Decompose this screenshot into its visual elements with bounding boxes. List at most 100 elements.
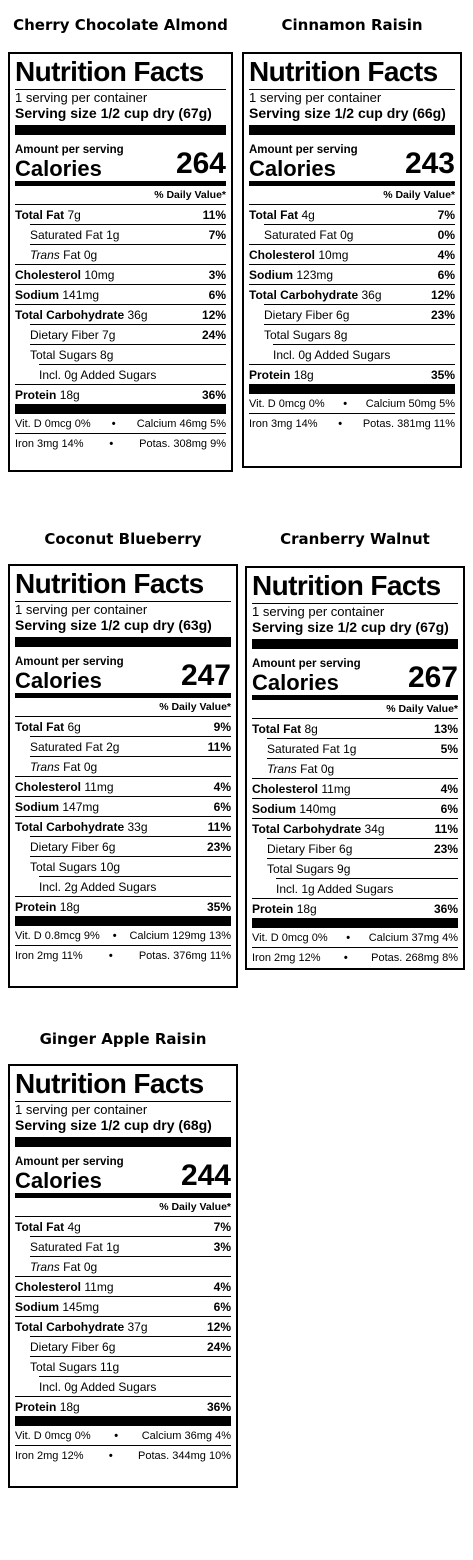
medium-divider [15, 1193, 231, 1198]
product-name: Cherry Chocolate Almond [13, 16, 228, 34]
thick-divider [15, 1137, 231, 1147]
iron: Iron 2mg 12% [252, 951, 321, 964]
added-sugars-row: Incl. 0g Added Sugars [39, 1376, 231, 1396]
nutrient-amount: 34g [364, 821, 385, 836]
nutrient-amount: 18g [59, 1399, 80, 1414]
nutrient-name: Total Fat [252, 721, 302, 736]
nutrient-dv: 36% [433, 901, 458, 916]
nutrient-dv: 3% [213, 1239, 231, 1254]
nutrient-dv: 35% [430, 367, 455, 382]
added-sugars-text: Incl. 1g Added Sugars [276, 881, 394, 896]
protein-row: Protein 18g 36% [15, 384, 226, 404]
nutrient-dv: 4% [437, 247, 455, 262]
medium-divider [249, 181, 455, 186]
nutrient-dv: 7% [208, 227, 226, 242]
serving-size: Serving size 1/2 cup dry (66g) [249, 105, 455, 122]
nutrient-amount: 9g [337, 861, 351, 876]
iron: Iron 2mg 11% [15, 949, 83, 962]
nutrient-dv: 12% [201, 307, 226, 322]
iron: Iron 2mg 12% [15, 1449, 84, 1462]
total-fat-row: Total Fat 7g 11% [15, 204, 226, 224]
trans-fat-row: Trans Fat 0g [30, 1256, 231, 1276]
nutrient-dv: 36% [201, 387, 226, 402]
saturated-fat-row: Saturated Fat 0g 0% [264, 224, 455, 244]
nutrient-amount: 141mg [62, 287, 100, 302]
calories-value: 244 [180, 1159, 231, 1192]
panel-cherry-chocolate-almond: Cherry Chocolate Almond Nutrition Facts … [8, 12, 233, 472]
vitamin-row-1: Vit. D 0.8mcg 9% • Calcium 129mg 13% [15, 926, 231, 945]
bullet: • [111, 417, 116, 430]
servings-per-container: 1 serving per container [15, 602, 148, 617]
medium-divider [252, 695, 458, 700]
nutrient-amount: 11mg [84, 779, 114, 794]
nutrient-dv: 36% [206, 1399, 231, 1414]
nutrition-facts-title: Nutrition Facts [252, 570, 441, 601]
saturated-fat-row: Saturated Fat 1g 3% [30, 1236, 231, 1256]
nutrient-dv: 7% [213, 1219, 231, 1234]
dietary-fiber-row: Dietary Fiber 6g 24% [30, 1336, 231, 1356]
nutrient-name: Total Sugars [30, 1359, 97, 1374]
calories-block: Amount per serving Calories 243 [249, 135, 455, 181]
bullet: • [114, 1429, 119, 1442]
total-fat-row: Total Fat 8g 13% [252, 718, 458, 738]
vitamin-d: Vit. D 0mcg 0% [252, 931, 328, 944]
nutrition-facts-title: Nutrition Facts [15, 568, 204, 599]
nutrient-name: Total Fat [249, 207, 299, 222]
nutrient-name: Saturated Fat [264, 227, 337, 242]
added-sugars-row: Incl. 0g Added Sugars [39, 364, 226, 384]
nutrient-amount: 7g [102, 327, 116, 342]
nutrient-amount: 11mg [321, 781, 351, 796]
thick-divider [15, 1416, 231, 1426]
serving-size-value: 1/2 cup dry (68g) [100, 1117, 212, 1133]
added-sugars-text: Incl. 0g Added Sugars [39, 1379, 157, 1394]
medium-divider [15, 693, 231, 698]
added-sugars-text: Incl. 0g Added Sugars [39, 367, 157, 382]
nutrient-dv: 4% [213, 1279, 231, 1294]
serving-size-value: 1/2 cup dry (63g) [100, 617, 212, 633]
potassium: Potas. 308mg 9% [139, 437, 226, 450]
divider [249, 89, 455, 90]
nutrient-dv: 6% [213, 1299, 231, 1314]
vitamin-d: Vit. D 0mcg 0% [249, 397, 325, 410]
nutrient-name: Saturated Fat [30, 1239, 103, 1254]
nutrient-dv: 4% [213, 779, 231, 794]
vitamin-row-2: Iron 2mg 12% • Potas. 268mg 8% [252, 947, 458, 967]
nutrient-name: Dietary Fiber [267, 841, 336, 856]
dietary-fiber-row: Dietary Fiber 7g 24% [30, 324, 226, 344]
nutrient-amount: Fat 0g [63, 1259, 98, 1274]
added-sugars-row: Incl. 0g Added Sugars [273, 344, 455, 364]
nutrient-amount: 147mg [62, 799, 100, 814]
total-sugars-row: Total Sugars 10g [30, 856, 231, 876]
serving-size: Serving size 1/2 cup dry (68g) [15, 1117, 231, 1134]
product-name: Coconut Blueberry [44, 530, 202, 548]
nutrient-name: Dietary Fiber [264, 307, 333, 322]
nutrient-name: Cholesterol [15, 267, 82, 282]
potassium: Potas. 268mg 8% [371, 951, 458, 964]
total-fat-row: Total Fat 4g 7% [15, 1216, 231, 1236]
total-carbohydrate-row: Total Carbohydrate 36g 12% [15, 304, 226, 324]
servings-per-container: 1 serving per container [15, 1102, 148, 1117]
nutrient-amount: 1g [343, 741, 357, 756]
calcium: Calcium 50mg 5% [365, 397, 455, 410]
trans-fat-row: Trans Fat 0g [30, 756, 231, 776]
nutrient-amount: 10mg [318, 247, 349, 262]
bullet: • [343, 951, 348, 964]
vitamin-row-2: Iron 3mg 14% • Potas. 308mg 9% [15, 433, 226, 453]
nutrient-name: Cholesterol [15, 779, 82, 794]
bullet: • [343, 397, 348, 410]
bullet: • [112, 929, 117, 942]
nutrient-name: Sodium [15, 799, 59, 814]
nutrient-dv: 23% [430, 307, 455, 322]
protein-row: Protein 18g 36% [15, 1396, 231, 1416]
nutrient-name: Total Carbohydrate [15, 1319, 125, 1334]
panel-cranberry-walnut: Cranberry Walnut Nutrition Facts 1 servi… [245, 526, 465, 976]
divider [15, 89, 226, 90]
nutrient-name: Saturated Fat [267, 741, 340, 756]
dietary-fiber-row: Dietary Fiber 6g 23% [267, 838, 458, 858]
nutrient-amount: 1g [106, 1239, 120, 1254]
calories-block: Amount per serving Calories 264 [15, 135, 226, 181]
nutrient-name: Total Carbohydrate [249, 287, 359, 302]
serving-size-label: Serving size [15, 1117, 97, 1133]
divider [15, 601, 231, 602]
nutrient-name: Protein [15, 899, 57, 914]
